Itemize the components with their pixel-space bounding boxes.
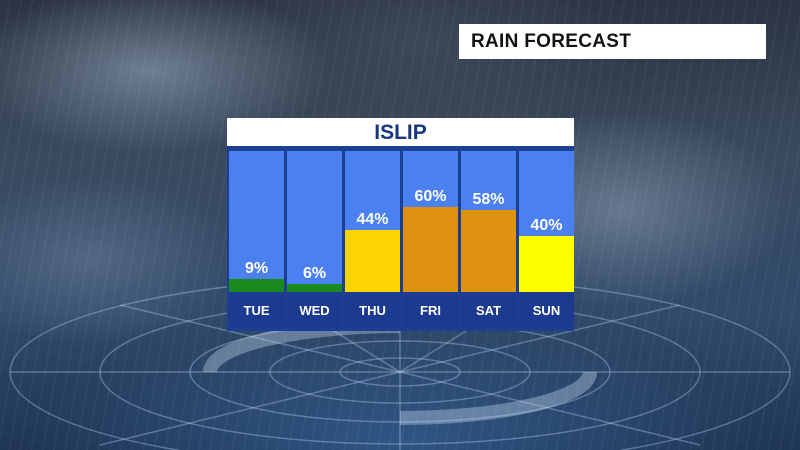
day-label: THU bbox=[345, 294, 400, 327]
data-label: 9% bbox=[244, 260, 269, 277]
bar bbox=[287, 284, 342, 292]
rain-chart: ISLIP 9% TUE 6% WED 44% THU 60% FRI 58% SAT 40% SUN bbox=[227, 118, 574, 331]
day-column: 60% bbox=[403, 151, 458, 292]
day-label: WED bbox=[287, 294, 342, 327]
bar bbox=[345, 230, 400, 292]
rain-forecast-title: RAIN FORECAST bbox=[459, 24, 766, 59]
day-label: SUN bbox=[519, 294, 574, 327]
data-label: 44% bbox=[356, 211, 389, 228]
day-label: SAT bbox=[461, 294, 516, 327]
bar bbox=[229, 279, 284, 292]
bar bbox=[403, 207, 458, 292]
day-column: 44% bbox=[345, 151, 400, 292]
data-label: 40% bbox=[530, 217, 563, 234]
day-label: TUE bbox=[229, 294, 284, 327]
data-label: 60% bbox=[414, 188, 447, 205]
bar bbox=[461, 210, 516, 292]
data-label: 58% bbox=[472, 191, 505, 208]
location-header: ISLIP bbox=[227, 118, 574, 148]
bar bbox=[519, 236, 574, 292]
day-column: 58% bbox=[461, 151, 516, 292]
day-label: FRI bbox=[403, 294, 458, 327]
data-label: 6% bbox=[302, 265, 327, 282]
day-column: 6% bbox=[287, 151, 342, 292]
day-column: 9% bbox=[229, 151, 284, 292]
day-column: 40% bbox=[519, 151, 574, 292]
